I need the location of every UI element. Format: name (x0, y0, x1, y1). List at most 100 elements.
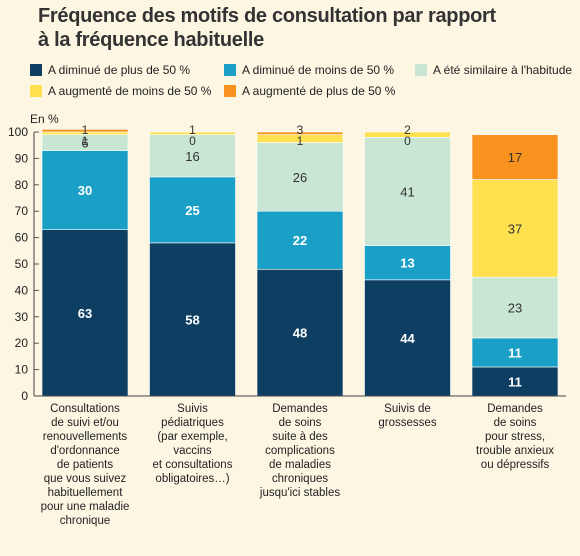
legend-label-1: A diminué de plus de 50 % (48, 63, 191, 77)
data-label: 48 (293, 326, 307, 341)
legend-item-2: A diminué de moins de 50 % (224, 63, 394, 77)
x-category-label: Suivis pédiatriques (par exemple, vaccins et… (138, 402, 248, 486)
bar-segment (41, 229, 129, 397)
x-category-label-line: de soins (278, 417, 322, 429)
x-category-label-line: chroniques (271, 473, 329, 485)
x-category-label-line: Suivis de (384, 403, 431, 415)
x-category-label-line: (par exemple, (157, 431, 228, 443)
data-label: 13 (400, 256, 414, 271)
bar-segment (41, 150, 129, 230)
x-category-label-line: pour stress, (484, 431, 546, 443)
bar-segment (364, 131, 451, 138)
x-category-label: Demandes de soins suite à des complications… (245, 402, 355, 500)
x-category-label-line: Consultations (50, 403, 120, 415)
data-label: 23 (508, 301, 522, 316)
bar-segment (471, 179, 559, 278)
x-category-label-line: Demandes (487, 403, 543, 415)
x-category-label: Demandes de soins pour stress, trouble anxi… (460, 402, 570, 472)
legend-item-1: A diminué de plus de 50 % (30, 63, 190, 77)
y-tick-label: 30 (15, 310, 29, 324)
data-label: 1 (82, 134, 89, 148)
legend-item-4: A augmenté de moins de 50 % (30, 84, 211, 98)
y-tick-label: 80 (15, 178, 29, 192)
legend-swatch-3 (415, 64, 427, 76)
bar-segment (471, 276, 559, 339)
legend-label-5: A augmenté de plus de 50 % (242, 84, 396, 98)
x-category-label-line: grossesses (378, 417, 437, 429)
x-category-label: Consultations de suivi et/ou renouvellemen… (30, 402, 140, 528)
bar-segment (364, 245, 451, 281)
legend-swatch-5 (224, 85, 236, 97)
x-category-label-line: trouble anxieux (476, 445, 554, 457)
y-tick-label: 40 (15, 283, 29, 297)
y-tick-label: 0 (21, 389, 28, 403)
bar-segment (256, 131, 344, 135)
data-label: 25 (185, 203, 199, 218)
bar-segment (471, 337, 559, 368)
legend-label-2: A diminué de moins de 50 % (242, 63, 395, 77)
x-category-label-line: de soins (493, 417, 537, 429)
x-category-label-line: Suivis (177, 403, 208, 415)
x-category-label-line: vaccins (173, 445, 212, 457)
data-label: 11 (508, 374, 522, 389)
x-category-label-line: d'ordonnance (50, 445, 120, 457)
legend-label-3: A été similaire à l'habitude (433, 63, 573, 77)
x-category-label-line: jusqu'ici stables (259, 487, 341, 499)
data-label: 22 (293, 233, 307, 248)
x-category-label-line: que vous suivez (43, 473, 127, 485)
bar-segment (471, 366, 559, 397)
y-tick-label: 20 (15, 336, 29, 350)
data-label: 16 (185, 149, 199, 164)
y-tick-label: 70 (15, 204, 29, 218)
chart-title-line-2: à la fréquence habituelle (38, 29, 264, 51)
bar-segment (364, 279, 451, 397)
bar-segment (149, 242, 236, 397)
x-category-label-line: et consultations (152, 459, 233, 471)
x-category-label-line: chronique (59, 515, 111, 527)
data-label: 11 (508, 345, 522, 360)
data-label: 1 (297, 134, 304, 148)
legend-swatch-2 (224, 64, 236, 76)
x-category-label-line: de maladies (268, 459, 331, 471)
y-tick-label: 100 (8, 125, 28, 139)
x-category-label: Suivis de grossesses (353, 402, 463, 430)
data-label: 0 (404, 134, 411, 148)
bar-segment (41, 129, 129, 133)
y-axis-unit: En % (30, 112, 59, 126)
x-category-label-line: renouvellements (42, 431, 128, 443)
data-label: 1 (189, 123, 196, 137)
data-label: 63 (78, 306, 92, 321)
data-label: 6 (81, 136, 88, 151)
y-tick-label: 10 (15, 363, 29, 377)
legend-swatch-1 (30, 64, 42, 76)
y-tick-label: 90 (15, 151, 29, 165)
x-category-label-line: pour une maladie (40, 501, 130, 513)
data-label: 1 (82, 123, 89, 137)
data-label: 37 (508, 221, 522, 236)
x-category-label-line: de patients (56, 459, 114, 471)
x-category-label-line: complications (265, 445, 335, 457)
chart-title-line-1: Fréquence des motifs de consultation par… (38, 5, 496, 27)
x-category-label-line: suite à des (272, 431, 328, 443)
x-category-label-line: habituellement (47, 487, 123, 499)
chart-title: Fréquence des motifs de consultation par… (38, 4, 568, 52)
data-label: 30 (78, 183, 92, 198)
y-tick-label: 50 (15, 257, 29, 271)
bar-segment (256, 142, 344, 212)
data-label: 3 (297, 123, 304, 137)
x-category-label-line: ou dépressifs (480, 459, 550, 471)
data-label: 44 (400, 331, 415, 346)
data-label: 26 (293, 170, 307, 185)
y-tick-label: 60 (15, 231, 29, 245)
x-category-label-line: de suivi et/ou (51, 417, 119, 429)
legend-label-4: A augmenté de moins de 50 % (48, 84, 212, 98)
bar-segment (149, 134, 236, 178)
data-label: 0 (189, 134, 196, 148)
data-label: 41 (400, 184, 414, 199)
x-category-label-line: pédiatriques (161, 417, 224, 429)
x-category-label-line: obligatoires…) (155, 473, 230, 485)
bar-segment (149, 176, 236, 244)
data-label: 17 (508, 150, 522, 165)
bar-segment (149, 131, 236, 135)
